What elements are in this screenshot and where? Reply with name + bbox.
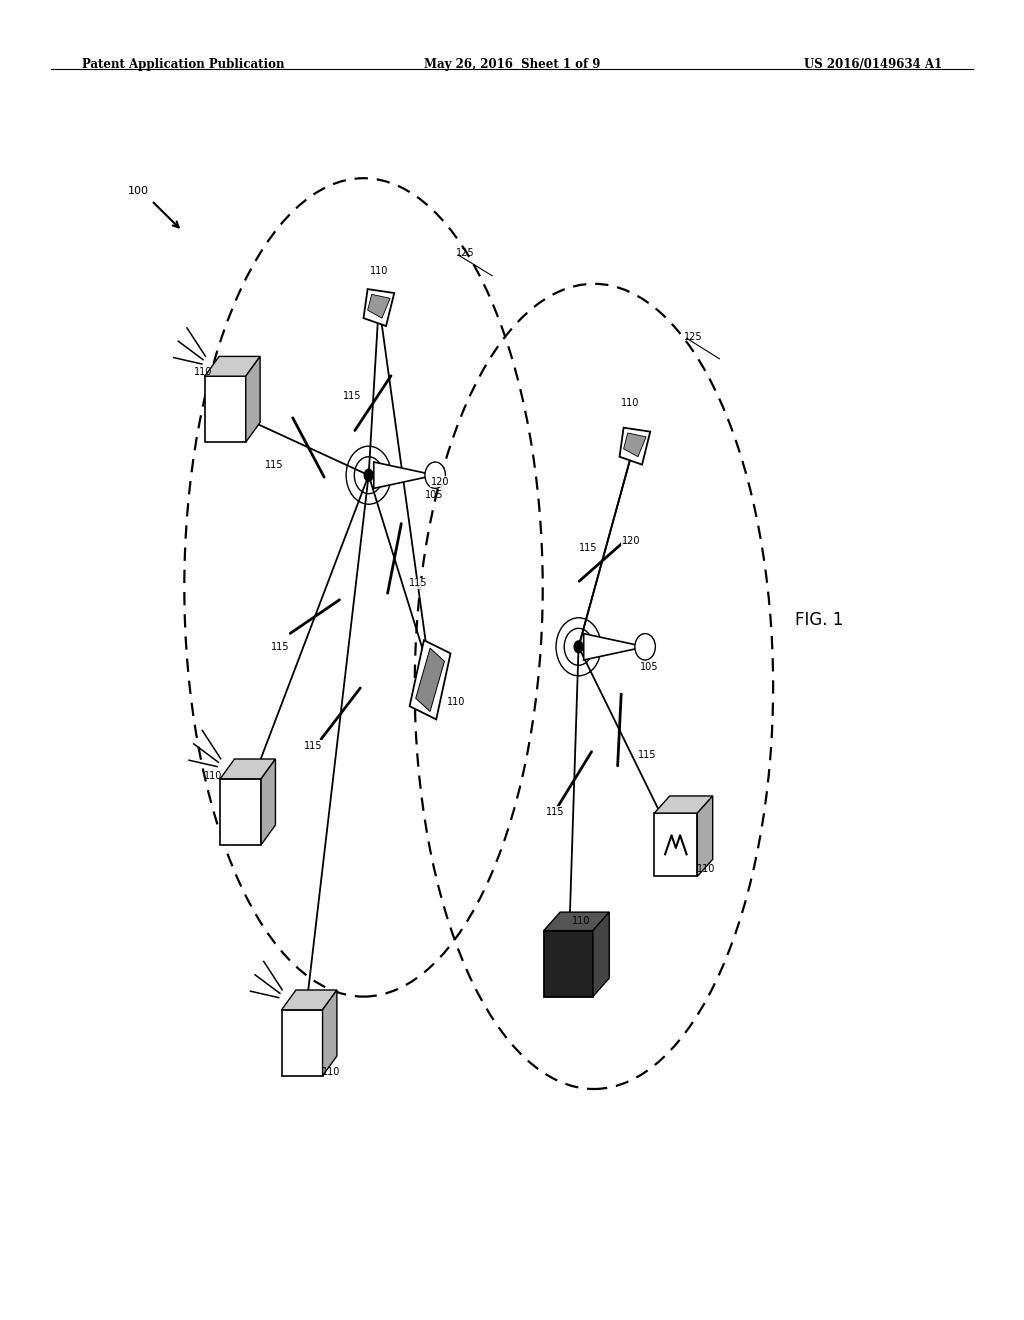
Polygon shape (416, 648, 444, 711)
Polygon shape (620, 428, 650, 465)
Text: 110: 110 (572, 916, 591, 927)
Polygon shape (654, 796, 713, 813)
Polygon shape (593, 912, 609, 997)
Text: 105: 105 (425, 490, 443, 500)
Text: 115: 115 (304, 741, 323, 751)
Text: 110: 110 (194, 367, 212, 378)
Polygon shape (205, 376, 246, 442)
Text: 115: 115 (579, 543, 597, 553)
Text: 115: 115 (409, 578, 427, 589)
Text: 120: 120 (622, 536, 640, 546)
Circle shape (573, 640, 584, 653)
Text: 115: 115 (343, 391, 361, 401)
Circle shape (364, 469, 374, 482)
Text: 100: 100 (128, 186, 148, 197)
Circle shape (635, 634, 655, 660)
Polygon shape (323, 990, 337, 1076)
Text: 110: 110 (697, 863, 716, 874)
Text: 110: 110 (204, 771, 222, 781)
Polygon shape (584, 634, 645, 660)
Polygon shape (544, 931, 593, 997)
Polygon shape (220, 759, 275, 779)
Text: 115: 115 (546, 807, 564, 817)
Text: FIG. 1: FIG. 1 (795, 611, 844, 630)
Polygon shape (205, 356, 260, 376)
Polygon shape (624, 433, 646, 457)
Polygon shape (374, 462, 435, 488)
Text: 115: 115 (265, 459, 284, 470)
Polygon shape (261, 759, 275, 845)
Polygon shape (364, 289, 394, 326)
Polygon shape (368, 294, 390, 318)
Text: May 26, 2016  Sheet 1 of 9: May 26, 2016 Sheet 1 of 9 (424, 58, 600, 71)
Text: 115: 115 (638, 750, 656, 760)
Text: 125: 125 (456, 248, 474, 259)
Text: 115: 115 (271, 642, 290, 652)
Text: US 2016/0149634 A1: US 2016/0149634 A1 (804, 58, 942, 71)
Text: 110: 110 (370, 265, 388, 276)
Text: 105: 105 (640, 661, 658, 672)
Polygon shape (282, 990, 337, 1010)
Text: 110: 110 (621, 397, 639, 408)
Text: Patent Application Publication: Patent Application Publication (82, 58, 285, 71)
Polygon shape (282, 1010, 323, 1076)
Polygon shape (654, 813, 697, 876)
Text: 110: 110 (446, 697, 465, 708)
Polygon shape (697, 796, 713, 876)
Circle shape (425, 462, 445, 488)
Polygon shape (544, 912, 609, 931)
Polygon shape (246, 356, 260, 442)
Text: 125: 125 (684, 331, 702, 342)
Text: 120: 120 (431, 477, 450, 487)
Polygon shape (220, 779, 261, 845)
Text: 110: 110 (322, 1067, 340, 1077)
Polygon shape (410, 640, 451, 719)
